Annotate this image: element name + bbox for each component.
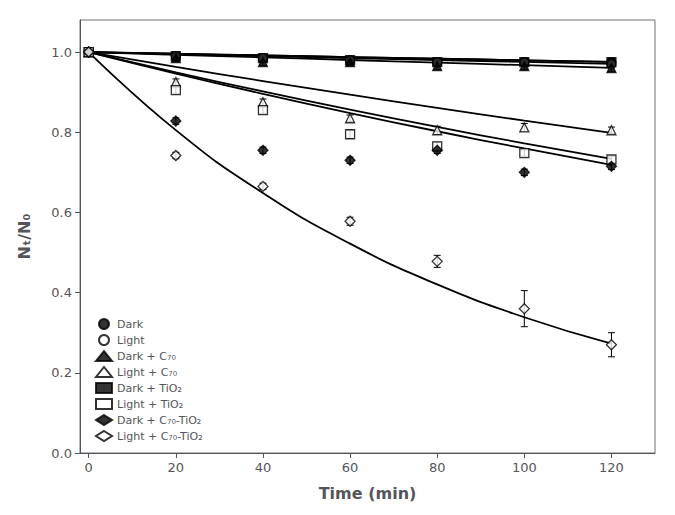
svg-text:Dark: Dark xyxy=(117,318,144,331)
svg-text:20: 20 xyxy=(168,460,185,475)
svg-text:0.6: 0.6 xyxy=(51,205,72,220)
svg-text:40: 40 xyxy=(255,460,272,475)
svg-text:Light + TiO₂: Light + TiO₂ xyxy=(117,398,183,411)
svg-text:80: 80 xyxy=(429,460,446,475)
svg-text:0.4: 0.4 xyxy=(51,285,72,300)
svg-text:Light: Light xyxy=(117,334,145,347)
svg-text:Time (min): Time (min) xyxy=(319,484,417,503)
svg-text:Light + C₇₀: Light + C₇₀ xyxy=(117,366,178,379)
svg-text:0.2: 0.2 xyxy=(51,365,72,380)
svg-text:Dark + TiO₂: Dark + TiO₂ xyxy=(117,382,182,395)
svg-text:Nₜ/N₀: Nₜ/N₀ xyxy=(15,214,34,260)
svg-text:Light + C₇₀-TiO₂: Light + C₇₀-TiO₂ xyxy=(117,430,203,443)
svg-text:Dark + C₇₀-TiO₂: Dark + C₇₀-TiO₂ xyxy=(117,414,201,427)
svg-text:1.0: 1.0 xyxy=(51,45,72,60)
svg-text:0: 0 xyxy=(85,460,93,475)
svg-text:100: 100 xyxy=(512,460,537,475)
svg-text:Dark + C₇₀: Dark + C₇₀ xyxy=(117,350,176,363)
svg-text:60: 60 xyxy=(342,460,359,475)
svg-text:0.0: 0.0 xyxy=(51,446,72,461)
svg-text:120: 120 xyxy=(599,460,624,475)
svg-text:0.8: 0.8 xyxy=(51,125,72,140)
